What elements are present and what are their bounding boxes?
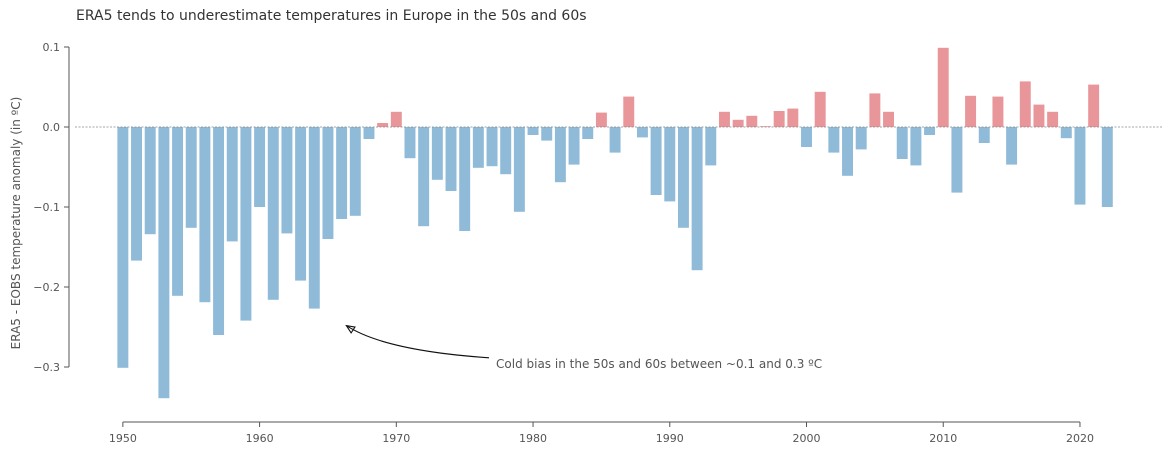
bar-1983 xyxy=(568,127,580,165)
x-axis: 1950 1960 1970 1980 1990 2000 2010 2020 xyxy=(109,422,1094,445)
bar-1984 xyxy=(582,127,594,139)
bar-1952 xyxy=(144,127,156,235)
bar-2005 xyxy=(869,93,881,127)
bar-2011 xyxy=(951,127,963,193)
bar-2003 xyxy=(842,127,853,176)
bar-1959 xyxy=(240,127,252,321)
bar-1956 xyxy=(199,127,211,303)
bar-2021 xyxy=(1088,84,1100,127)
bar-1976 xyxy=(472,127,484,168)
bar-1979 xyxy=(513,127,525,212)
bar-1950 xyxy=(117,127,129,368)
bar-2002 xyxy=(828,127,840,153)
x-tick-label: 1990 xyxy=(656,432,684,445)
bar-2008 xyxy=(910,127,922,166)
bar-1994 xyxy=(719,111,730,127)
bar-2001 xyxy=(814,91,826,127)
bar-1985 xyxy=(595,112,607,127)
bar-1977 xyxy=(486,127,498,167)
y-tick-label: −0.2 xyxy=(33,281,60,294)
bar-2010 xyxy=(937,47,949,127)
bar-1989 xyxy=(650,127,662,195)
bar-1988 xyxy=(636,127,648,138)
bar-1982 xyxy=(554,127,566,183)
x-tick-label: 1970 xyxy=(382,432,410,445)
x-tick-label: 2010 xyxy=(929,432,957,445)
bar-1974 xyxy=(445,127,457,191)
bar-1958 xyxy=(226,127,238,242)
y-axis: 0.1 0.0 −0.1 −0.2 −0.3 xyxy=(33,41,69,374)
bar-1998 xyxy=(773,111,785,127)
bar-2019 xyxy=(1060,127,1072,139)
chart-title: ERA5 tends to underestimate temperatures… xyxy=(76,8,587,24)
x-tick-label: 2000 xyxy=(793,432,821,445)
bar-1971 xyxy=(404,127,416,159)
bar-1975 xyxy=(459,127,471,231)
bar-1978 xyxy=(500,127,512,175)
bar-2007 xyxy=(896,127,908,159)
bar-1962 xyxy=(281,127,293,234)
bar-2004 xyxy=(855,127,867,150)
bar-1955 xyxy=(185,127,197,228)
annotation-arrowhead xyxy=(345,324,356,334)
x-tick-label: 1960 xyxy=(246,432,274,445)
bar-1991 xyxy=(677,127,689,228)
bar-1967 xyxy=(349,127,361,216)
annotation-text: Cold bias in the 50s and 60s between ~0.… xyxy=(496,357,822,371)
bar-2013 xyxy=(978,127,990,143)
bar-2014 xyxy=(992,96,1004,127)
bar-2017 xyxy=(1033,104,1045,127)
bar-2016 xyxy=(1019,81,1031,127)
bar-1970 xyxy=(390,111,402,127)
bar-2020 xyxy=(1074,127,1086,205)
bar-1968 xyxy=(363,127,375,139)
y-tick-label: 0.1 xyxy=(43,41,61,54)
bar-1951 xyxy=(131,127,142,261)
bar-1965 xyxy=(322,127,334,239)
bar-2015 xyxy=(1006,127,1018,165)
bar-1954 xyxy=(172,127,184,296)
bar-1990 xyxy=(664,127,676,202)
bar-1960 xyxy=(254,127,266,207)
bar-1972 xyxy=(418,127,430,227)
y-tick-label: 0.0 xyxy=(43,121,61,134)
bar-1973 xyxy=(431,127,443,180)
y-axis-label: ERA5 - EOBS temperature anomaly (in ºC) xyxy=(9,97,23,350)
bar-1966 xyxy=(336,127,348,219)
bar-1981 xyxy=(541,127,553,141)
bar-1987 xyxy=(623,96,635,127)
x-tick-label: 2020 xyxy=(1066,432,1094,445)
bar-2009 xyxy=(924,127,936,135)
bar-1953 xyxy=(158,127,170,399)
bar-2006 xyxy=(883,111,895,127)
bar-1964 xyxy=(308,127,320,309)
bar-1969 xyxy=(377,123,389,127)
bar-1993 xyxy=(705,127,717,166)
x-tick-label: 1980 xyxy=(519,432,547,445)
bar-2012 xyxy=(965,95,977,127)
bar-1957 xyxy=(213,127,225,335)
annotation: Cold bias in the 50s and 60s between ~0.… xyxy=(345,324,822,371)
y-tick-label: −0.3 xyxy=(33,361,60,374)
bar-1980 xyxy=(527,127,539,135)
y-tick-label: −0.1 xyxy=(33,201,60,214)
bar-1996 xyxy=(746,115,758,127)
bar-1999 xyxy=(787,108,799,127)
bar-2022 xyxy=(1101,127,1113,207)
annotation-arrow xyxy=(346,325,490,359)
bar-1961 xyxy=(267,127,279,300)
bar-2018 xyxy=(1047,111,1059,127)
bar-1995 xyxy=(732,119,744,127)
bar-2000 xyxy=(801,127,812,147)
bar-1986 xyxy=(609,127,621,153)
x-tick-label: 1950 xyxy=(109,432,137,445)
bar-1992 xyxy=(691,127,703,271)
bar-1963 xyxy=(295,127,307,281)
